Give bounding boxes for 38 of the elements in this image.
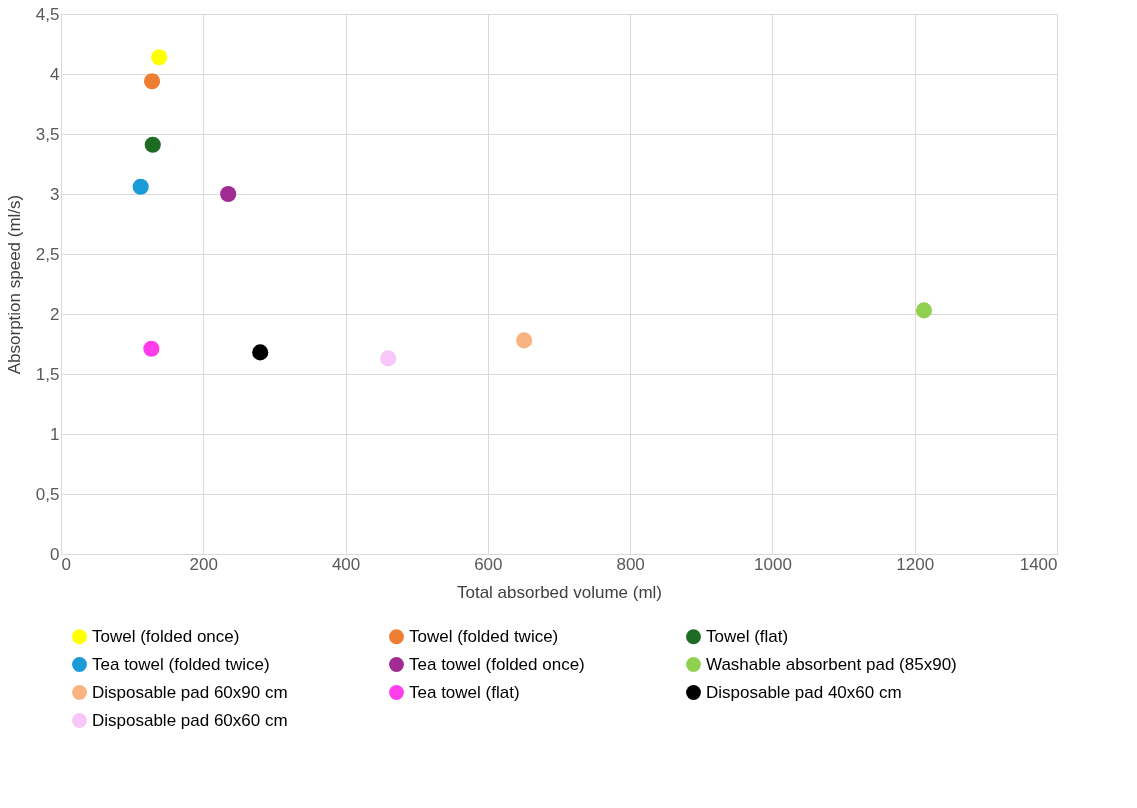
y-tick-label: 1 — [50, 424, 60, 444]
y-tick-label: 1,5 — [35, 364, 60, 384]
y-axis-title: Absorption speed (ml/s) — [4, 194, 24, 375]
x-tick-label: 1000 — [754, 554, 792, 574]
point — [144, 136, 161, 153]
y-tick-label: 0,5 — [35, 484, 60, 504]
y-tick-label: 4,5 — [35, 4, 60, 24]
point — [132, 178, 149, 195]
legend-label: Disposable pad 60x90 cm — [92, 682, 288, 702]
y-tick-label: 3 — [50, 184, 60, 204]
x-tick-label: 1400 — [1019, 554, 1058, 574]
legend-label: Disposable pad 60x60 cm — [92, 710, 288, 730]
x-tick-label: 800 — [616, 554, 645, 574]
legend-label: Towel (flat) — [706, 626, 789, 646]
point — [516, 332, 533, 349]
y-tick-label: 2,5 — [35, 244, 60, 264]
x-tick-label: 200 — [189, 554, 218, 574]
legend-label: Towel (folded twice) — [409, 626, 559, 646]
point — [252, 344, 269, 361]
x-tick-label: 1200 — [896, 554, 935, 574]
legend-label: Washable absorbent pad (85x90) — [706, 654, 957, 674]
legend-label: Tea towel (flat) — [409, 682, 520, 702]
x-tick-label: 400 — [331, 554, 361, 574]
point — [143, 340, 160, 357]
point — [220, 185, 237, 203]
legend-label: Tea towel (folded twice) — [92, 654, 270, 674]
x-axis-title: Total absorbed volume (ml) — [456, 582, 663, 602]
y-tick-label: 2 — [50, 304, 60, 324]
point — [915, 302, 933, 319]
y-tick-label: 4 — [50, 64, 60, 84]
point — [380, 350, 397, 367]
legend-label: Tea towel (folded once) — [409, 654, 585, 674]
point — [144, 73, 161, 90]
x-tick-label: 600 — [474, 554, 503, 574]
legend-label: Disposable pad 40x60 cm — [706, 682, 902, 702]
point — [151, 49, 168, 66]
y-tick-label: 3,5 — [35, 124, 60, 144]
legend-label: Towel (folded once) — [92, 626, 240, 646]
